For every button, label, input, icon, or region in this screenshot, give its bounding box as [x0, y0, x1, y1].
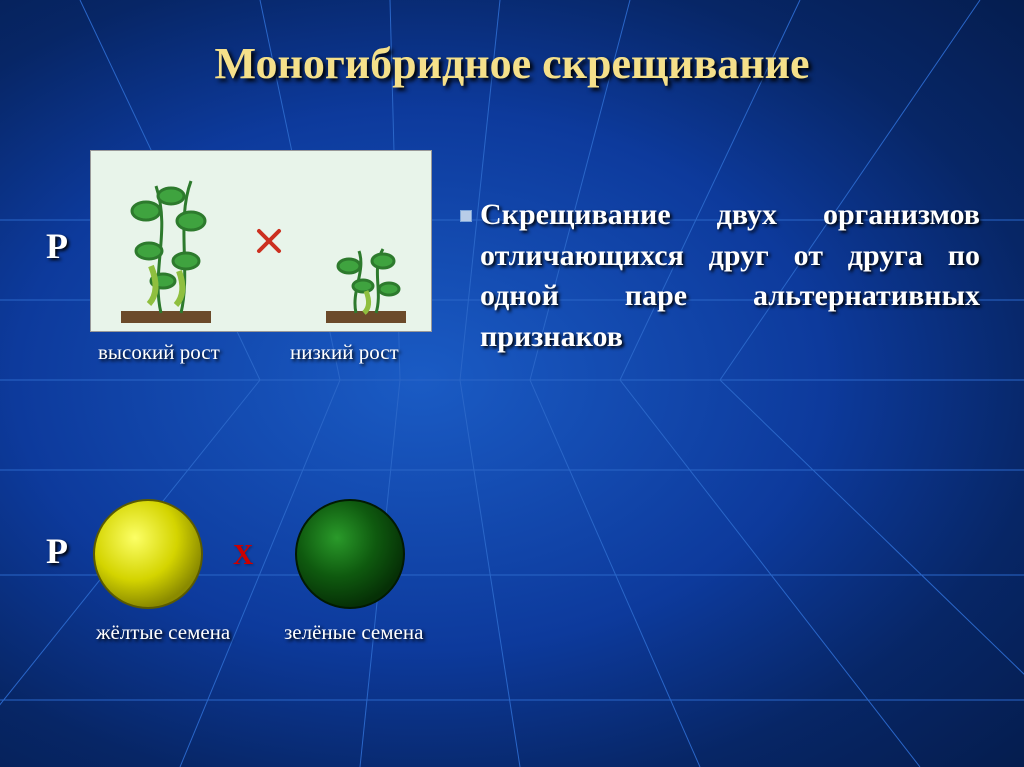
parent-label-1: Р	[46, 225, 68, 267]
tall-caption: высокий рост	[98, 340, 220, 365]
yellow-seed-label: жёлтые семена	[96, 620, 230, 645]
plant-cross-image	[90, 150, 432, 332]
page-title: Моногибридное скрещивание	[0, 38, 1024, 89]
definition-text: Скрещивание двух организмов отличающихся…	[480, 195, 980, 357]
green-seed-icon	[296, 500, 404, 608]
slide: Моногибридное скрещивание Р Р	[0, 0, 1024, 767]
parent-label-2: Р	[46, 530, 68, 572]
bullet-icon	[460, 210, 472, 222]
grid-backdrop	[0, 0, 1024, 767]
short-caption: низкий рост	[290, 340, 399, 365]
green-seed-label: зелёные семена	[284, 620, 423, 645]
seed-cross-row: Х	[78, 480, 438, 630]
yellow-seed-icon	[94, 500, 202, 608]
cross-symbol: Х	[233, 540, 253, 572]
